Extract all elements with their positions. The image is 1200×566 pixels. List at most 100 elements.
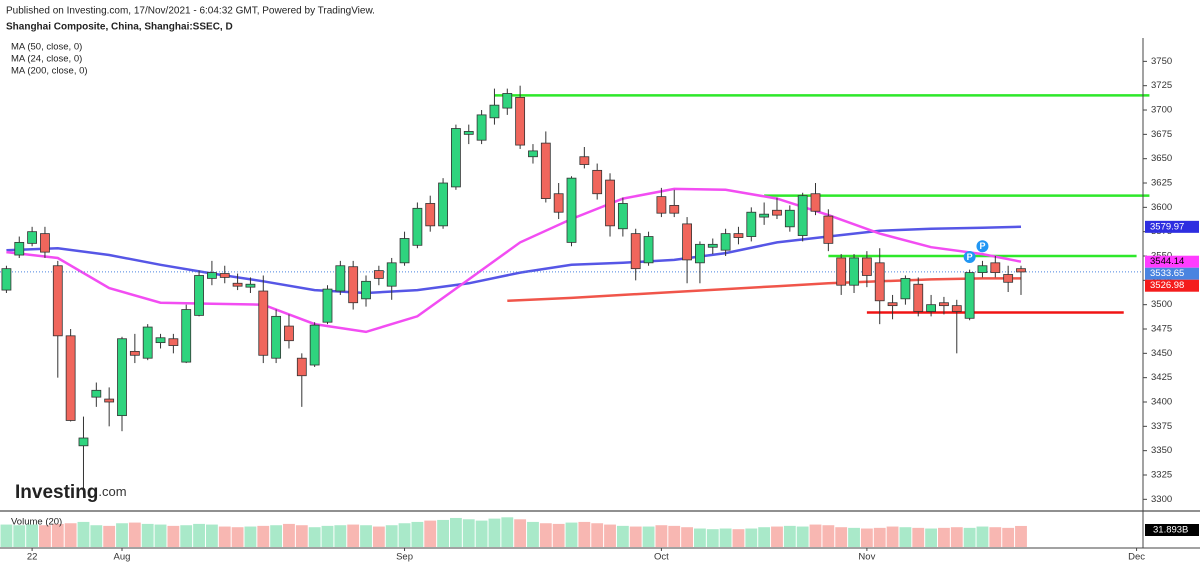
candle-body <box>129 350 140 356</box>
volume-bar <box>758 527 771 547</box>
y-tick-label: 3400 <box>1151 397 1172 408</box>
volume-bar <box>488 518 501 547</box>
volume-bar <box>205 524 218 547</box>
volume-bar <box>257 525 270 547</box>
symbol-title: Shanghai Composite, China, Shanghai:SSEC… <box>6 22 233 33</box>
volume-bar <box>13 525 26 547</box>
candle-body <box>463 131 474 135</box>
candle-body <box>759 213 770 218</box>
candle-body <box>630 233 641 270</box>
volume-bar <box>629 526 642 547</box>
candle-body <box>245 283 256 288</box>
marker-label: P <box>979 241 985 251</box>
legend-entry: MA (200, close, 0) <box>11 66 88 77</box>
candle-body <box>65 335 76 421</box>
y-tick-label: 3725 <box>1151 80 1172 91</box>
y-tick-label: 3625 <box>1151 178 1172 189</box>
volume-bar <box>527 521 539 547</box>
volume-bar <box>963 527 976 547</box>
volume-bar <box>565 522 578 547</box>
marker-label: P <box>967 252 973 262</box>
candle-body <box>232 282 243 287</box>
candle-body <box>181 309 192 363</box>
candle-body <box>78 437 89 447</box>
candle-body <box>528 150 538 158</box>
candle-body <box>40 233 50 253</box>
volume-bar <box>449 517 462 547</box>
volume-bar <box>180 525 193 547</box>
price-label: 3526.98 <box>1150 280 1184 291</box>
candle-body <box>451 128 461 188</box>
volume-bar <box>796 526 809 547</box>
volume-bar <box>719 528 732 547</box>
candle-body <box>926 304 936 312</box>
y-tick-label: 3425 <box>1151 372 1172 383</box>
logo-brand: Investing <box>15 482 98 503</box>
volume-bar <box>218 526 231 547</box>
volume-bar <box>822 525 835 547</box>
candle-body <box>746 211 757 237</box>
candle-body <box>887 302 898 307</box>
candle-body <box>399 238 410 264</box>
candle-body <box>797 195 808 236</box>
volume-bar <box>372 526 385 547</box>
candle-body <box>14 241 25 256</box>
price-label-bg <box>1145 279 1199 292</box>
candle-body <box>643 236 654 264</box>
volume-bar <box>616 525 629 547</box>
candle-body <box>361 280 371 300</box>
candle-body <box>194 275 204 316</box>
x-tick-label: 22 <box>27 552 38 563</box>
volume-bar <box>783 525 796 547</box>
volume-bar <box>860 528 873 547</box>
candle-body <box>964 272 975 319</box>
candle-body <box>579 156 590 165</box>
candle-body <box>874 262 885 302</box>
candle-body <box>823 215 834 244</box>
volume-bar <box>103 525 116 547</box>
volume-bar <box>706 529 719 547</box>
volume-bar <box>334 525 347 547</box>
y-tick-label: 3450 <box>1151 348 1172 359</box>
volume-bar <box>886 526 899 547</box>
volume-bar <box>694 528 706 547</box>
candle-body <box>425 203 436 227</box>
volume-bar <box>231 527 244 547</box>
candle-body <box>219 273 230 278</box>
price-label-bg <box>1145 220 1199 233</box>
candle-body <box>168 338 179 346</box>
candle-body <box>1 268 12 291</box>
candle-body <box>656 196 667 214</box>
volume-bar <box>1015 525 1027 547</box>
volume-bar <box>1002 527 1015 547</box>
candle-body <box>386 262 397 287</box>
candle-body <box>91 389 102 398</box>
volume-label-bg <box>1145 524 1199 536</box>
candle-body <box>117 338 127 417</box>
y-tick-label: 3475 <box>1151 324 1172 335</box>
candle-body <box>27 231 38 244</box>
candle-body <box>142 326 153 359</box>
candle-body <box>707 243 718 248</box>
candle-body <box>52 265 63 337</box>
candle-body <box>284 325 294 342</box>
volume-bar <box>0 524 13 547</box>
volume-bar <box>950 527 963 547</box>
candle-body <box>695 243 705 264</box>
candle-body <box>373 270 384 279</box>
candle-body <box>1016 268 1026 273</box>
candle-body <box>412 207 423 246</box>
candle-body <box>784 209 795 228</box>
volume-bar <box>745 528 758 547</box>
y-tick-label: 3600 <box>1151 202 1172 213</box>
volume-bar <box>26 524 39 547</box>
candle-body <box>566 177 577 243</box>
ma-line <box>6 225 1022 295</box>
volume-bar <box>899 527 912 547</box>
volume-bar <box>835 527 848 547</box>
volume-bar <box>771 526 783 547</box>
volume-bar <box>321 525 334 547</box>
candle-body <box>155 337 166 344</box>
candle-body <box>258 290 269 356</box>
volume-bar <box>938 527 950 547</box>
